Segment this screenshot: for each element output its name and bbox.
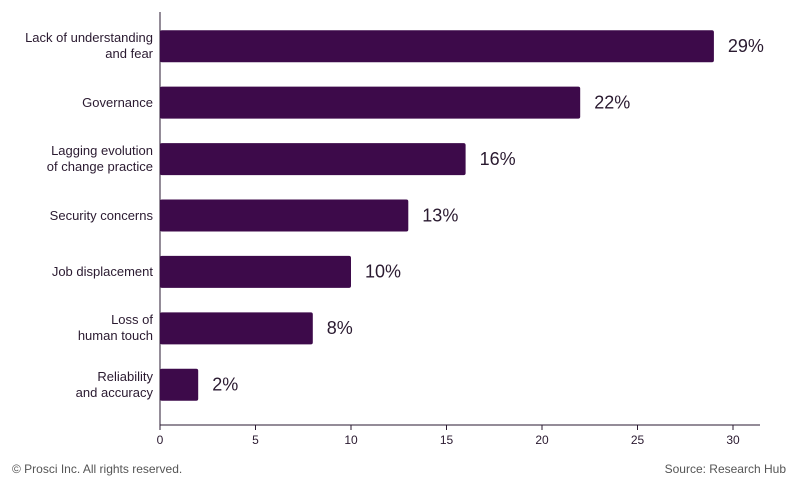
- x-tick-label: 10: [344, 433, 358, 447]
- x-tick-label: 25: [631, 433, 645, 447]
- value-label: 2%: [212, 375, 238, 395]
- value-label: 29%: [728, 36, 764, 56]
- category-label: Reliability and accuracy: [75, 368, 153, 400]
- bar: [160, 312, 313, 345]
- x-tick-label: 0: [157, 433, 164, 447]
- bar: [160, 199, 409, 232]
- value-label: 16%: [480, 149, 516, 169]
- category-label: Governance: [82, 94, 153, 110]
- x-tick-label: 15: [440, 433, 454, 447]
- category-label: Job displacement: [51, 263, 153, 279]
- bar: [160, 255, 351, 288]
- bar: [160, 30, 714, 63]
- value-label: 22%: [594, 92, 630, 112]
- category-label: Security concerns: [49, 207, 153, 223]
- category-label: Lack of understanding and fear: [25, 30, 153, 62]
- bar: [160, 368, 199, 401]
- value-label: 10%: [365, 262, 401, 282]
- value-label: 13%: [422, 205, 458, 225]
- x-tick-label: 20: [535, 433, 549, 447]
- bar: [160, 86, 581, 119]
- value-label: 8%: [327, 318, 353, 338]
- x-tick-label: 30: [726, 433, 740, 447]
- bar: [160, 143, 466, 176]
- footer-right: Source: Research Hub: [665, 462, 787, 476]
- footer-left: © Prosci Inc. All rights reserved.: [12, 462, 182, 476]
- category-label: Loss of human touch: [77, 312, 153, 344]
- x-tick-label: 5: [252, 433, 259, 447]
- category-label: Lagging evolution of change practice: [46, 143, 153, 175]
